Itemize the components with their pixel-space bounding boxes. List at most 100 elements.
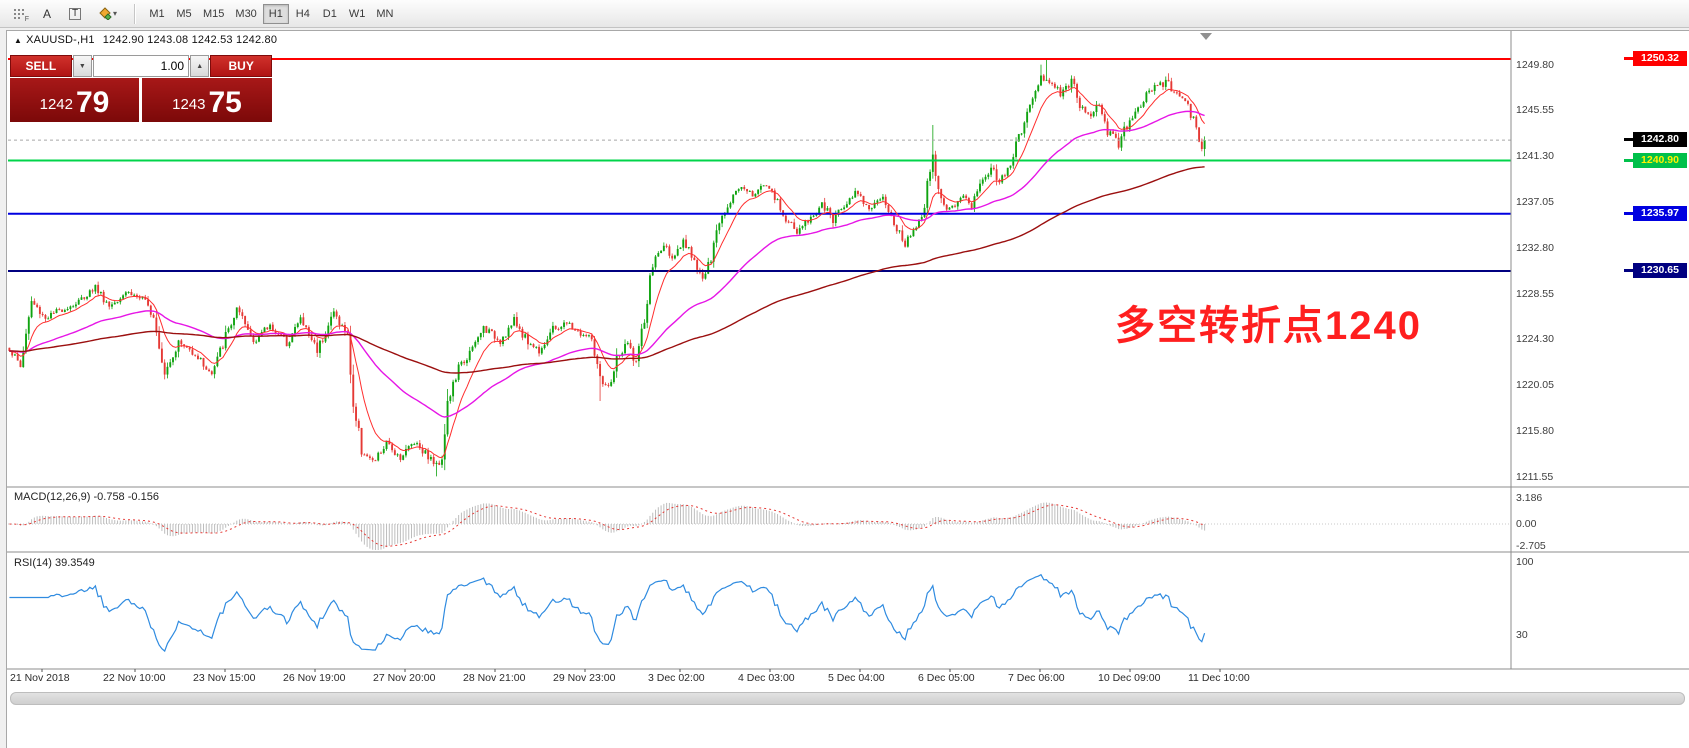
- timeframe-button-m5[interactable]: M5: [171, 4, 197, 24]
- timeframe-button-h1[interactable]: H1: [262, 3, 289, 24]
- macd-indicator-label: MACD(12,26,9) -0.758 -0.156: [14, 491, 159, 503]
- macd-axis-label: 3.186: [1516, 491, 1543, 504]
- badge-notch: [1624, 211, 1633, 215]
- rsi-name: RSI(14): [14, 557, 52, 569]
- price-axis-label: 1228.55: [1516, 287, 1554, 300]
- badge-notch: [1624, 269, 1633, 273]
- badge-notch: [1624, 138, 1633, 142]
- price-axis-label: 1249.80: [1516, 58, 1554, 71]
- price-axis-label: 1241.30: [1516, 150, 1554, 163]
- candlestick-series: [8, 59, 1206, 477]
- price-axis-label: 1211.55: [1516, 470, 1554, 483]
- text-tool-button[interactable]: A: [34, 3, 60, 25]
- one-click-trading-panel: SELL ▼ ▲ BUY 1242 79 1243 75: [10, 55, 272, 122]
- macd-main-value: -0.758: [93, 491, 125, 503]
- buy-price-display[interactable]: 1243 75: [142, 78, 272, 122]
- price-axis-label: 1215.80: [1516, 425, 1554, 438]
- price-line-badge: 1230.65: [1624, 263, 1687, 279]
- price-axis-label: 1245.55: [1516, 104, 1554, 117]
- grid-tool-letter: F: [24, 15, 29, 23]
- buy-price-main: 1243: [172, 96, 206, 113]
- toolbar-separator: [134, 3, 136, 24]
- rsi-value: 39.3549: [54, 557, 95, 569]
- horizontal-scrollbar-thumb[interactable]: [10, 692, 1685, 705]
- time-axis-label: 7 Dec 06:00: [1008, 672, 1065, 684]
- rsi-line: [9, 573, 1206, 653]
- shapes-icon: [99, 7, 112, 20]
- macd-signal-line: [9, 504, 1205, 547]
- price-line-badge: 1242.80: [1624, 132, 1687, 148]
- price-axis-label: 1232.80: [1516, 241, 1554, 254]
- macd-name: MACD(12,26,9): [14, 491, 91, 503]
- chevron-up-icon: ▲: [196, 62, 204, 70]
- text-label-icon: T: [68, 7, 82, 20]
- rsi-axis-label: 100: [1516, 556, 1534, 568]
- time-axis-label: 29 Nov 23:00: [553, 672, 616, 684]
- macd-histogram: [11, 502, 1206, 550]
- macd-axis-label: 0.00: [1516, 518, 1537, 530]
- time-axis-label: 4 Dec 03:00: [738, 672, 795, 684]
- time-axis-label: 10 Dec 09:00: [1098, 672, 1161, 684]
- text-label-tool-button[interactable]: T: [62, 3, 88, 25]
- buy-button[interactable]: BUY: [210, 55, 272, 77]
- time-axis-label: 11 Dec 10:00: [1188, 672, 1250, 684]
- time-axis-label: 28 Nov 21:00: [463, 672, 526, 684]
- macd-axis-label: -2.705: [1516, 540, 1546, 553]
- symbol-period-label: XAUUSD-,H1: [26, 34, 95, 46]
- chart-title: ▲ XAUUSD-,H1 1242.90 1243.08 1242.53 1242.…: [14, 34, 277, 46]
- volume-decrease-button[interactable]: ▼: [72, 55, 92, 77]
- volume-input[interactable]: [93, 55, 189, 77]
- sell-price-display[interactable]: 1242 79: [10, 78, 139, 122]
- chart-window[interactable]: ▲ XAUUSD-,H1 1242.90 1243.08 1242.53 1242.…: [6, 30, 1689, 748]
- timeframe-button-mn[interactable]: MN: [371, 4, 398, 24]
- price-axis-label: 1224.30: [1516, 333, 1554, 346]
- timeframe-button-d1[interactable]: D1: [317, 4, 343, 24]
- time-axis-label: 26 Nov 19:00: [283, 672, 346, 684]
- time-axis-label: 6 Dec 05:00: [918, 672, 975, 684]
- buy-price-pips: 75: [208, 86, 242, 119]
- time-axis-label: 21 Nov 2018: [10, 672, 70, 684]
- chevron-down-icon: ▾: [112, 9, 117, 18]
- shapes-tool-button[interactable]: ▾: [90, 3, 126, 25]
- window-marker-icon: ▲: [14, 36, 23, 45]
- crosshair-grid-tool-button[interactable]: F: [6, 3, 32, 25]
- price-line-badge: 1240.90: [1624, 152, 1687, 168]
- timeframe-button-m30[interactable]: M30: [230, 4, 261, 24]
- chevron-down-icon: ▼: [78, 62, 86, 70]
- price-axis-label: 1237.05: [1516, 196, 1554, 209]
- badge-notch: [1624, 57, 1633, 60]
- time-axis-label: 3 Dec 02:00: [648, 672, 705, 684]
- rsi-indicator-label: RSI(14) 39.3549: [14, 557, 95, 569]
- trade-price-row: 1242 79 1243 75: [10, 78, 272, 122]
- time-axis-label: 5 Dec 04:00: [828, 672, 885, 684]
- sell-button[interactable]: SELL: [10, 55, 72, 77]
- chart-text-annotation[interactable]: 多空转折点1240: [1115, 304, 1422, 348]
- ohlc-values: 1242.90 1243.08 1242.53 1242.80: [102, 34, 278, 46]
- timeframe-button-w1[interactable]: W1: [344, 4, 371, 24]
- timeframe-button-h4[interactable]: H4: [290, 4, 316, 24]
- trade-controls-row: SELL ▼ ▲ BUY: [10, 55, 272, 77]
- time-axis-label: 27 Nov 20:00: [373, 672, 436, 684]
- moving-average-lines: [9, 86, 1205, 459]
- chart-canvas[interactable]: [7, 31, 1689, 748]
- timeframe-button-m1[interactable]: M1: [144, 4, 170, 24]
- grid-dots-icon: [14, 8, 24, 19]
- volume-increase-button[interactable]: ▲: [190, 55, 210, 77]
- text-a-icon: A: [42, 6, 51, 21]
- price-line-badge: 1250.32: [1624, 51, 1687, 66]
- sell-price-main: 1242: [39, 96, 73, 113]
- sell-price-pips: 79: [76, 86, 110, 119]
- badge-notch: [1624, 158, 1633, 162]
- price-line-badge: 1235.97: [1624, 205, 1687, 221]
- time-axis-label: 22 Nov 10:00: [103, 672, 166, 684]
- time-axis-label: 23 Nov 15:00: [193, 672, 256, 684]
- top-toolbar: F A T ▾ M1 M5 M15 M30 H1 H4 D1 W1 MN: [0, 0, 1689, 28]
- level-lines: [8, 58, 1511, 273]
- chart-shift-marker[interactable]: [1200, 33, 1212, 40]
- timeframe-button-m15[interactable]: M15: [198, 4, 229, 24]
- timeframe-button-group: M1 M5 M15 M30 H1 H4 D1 W1 MN: [144, 3, 398, 24]
- price-axis-label: 1220.05: [1516, 379, 1554, 392]
- macd-signal-value: -0.156: [127, 491, 159, 503]
- rsi-axis-label: 30: [1516, 629, 1528, 641]
